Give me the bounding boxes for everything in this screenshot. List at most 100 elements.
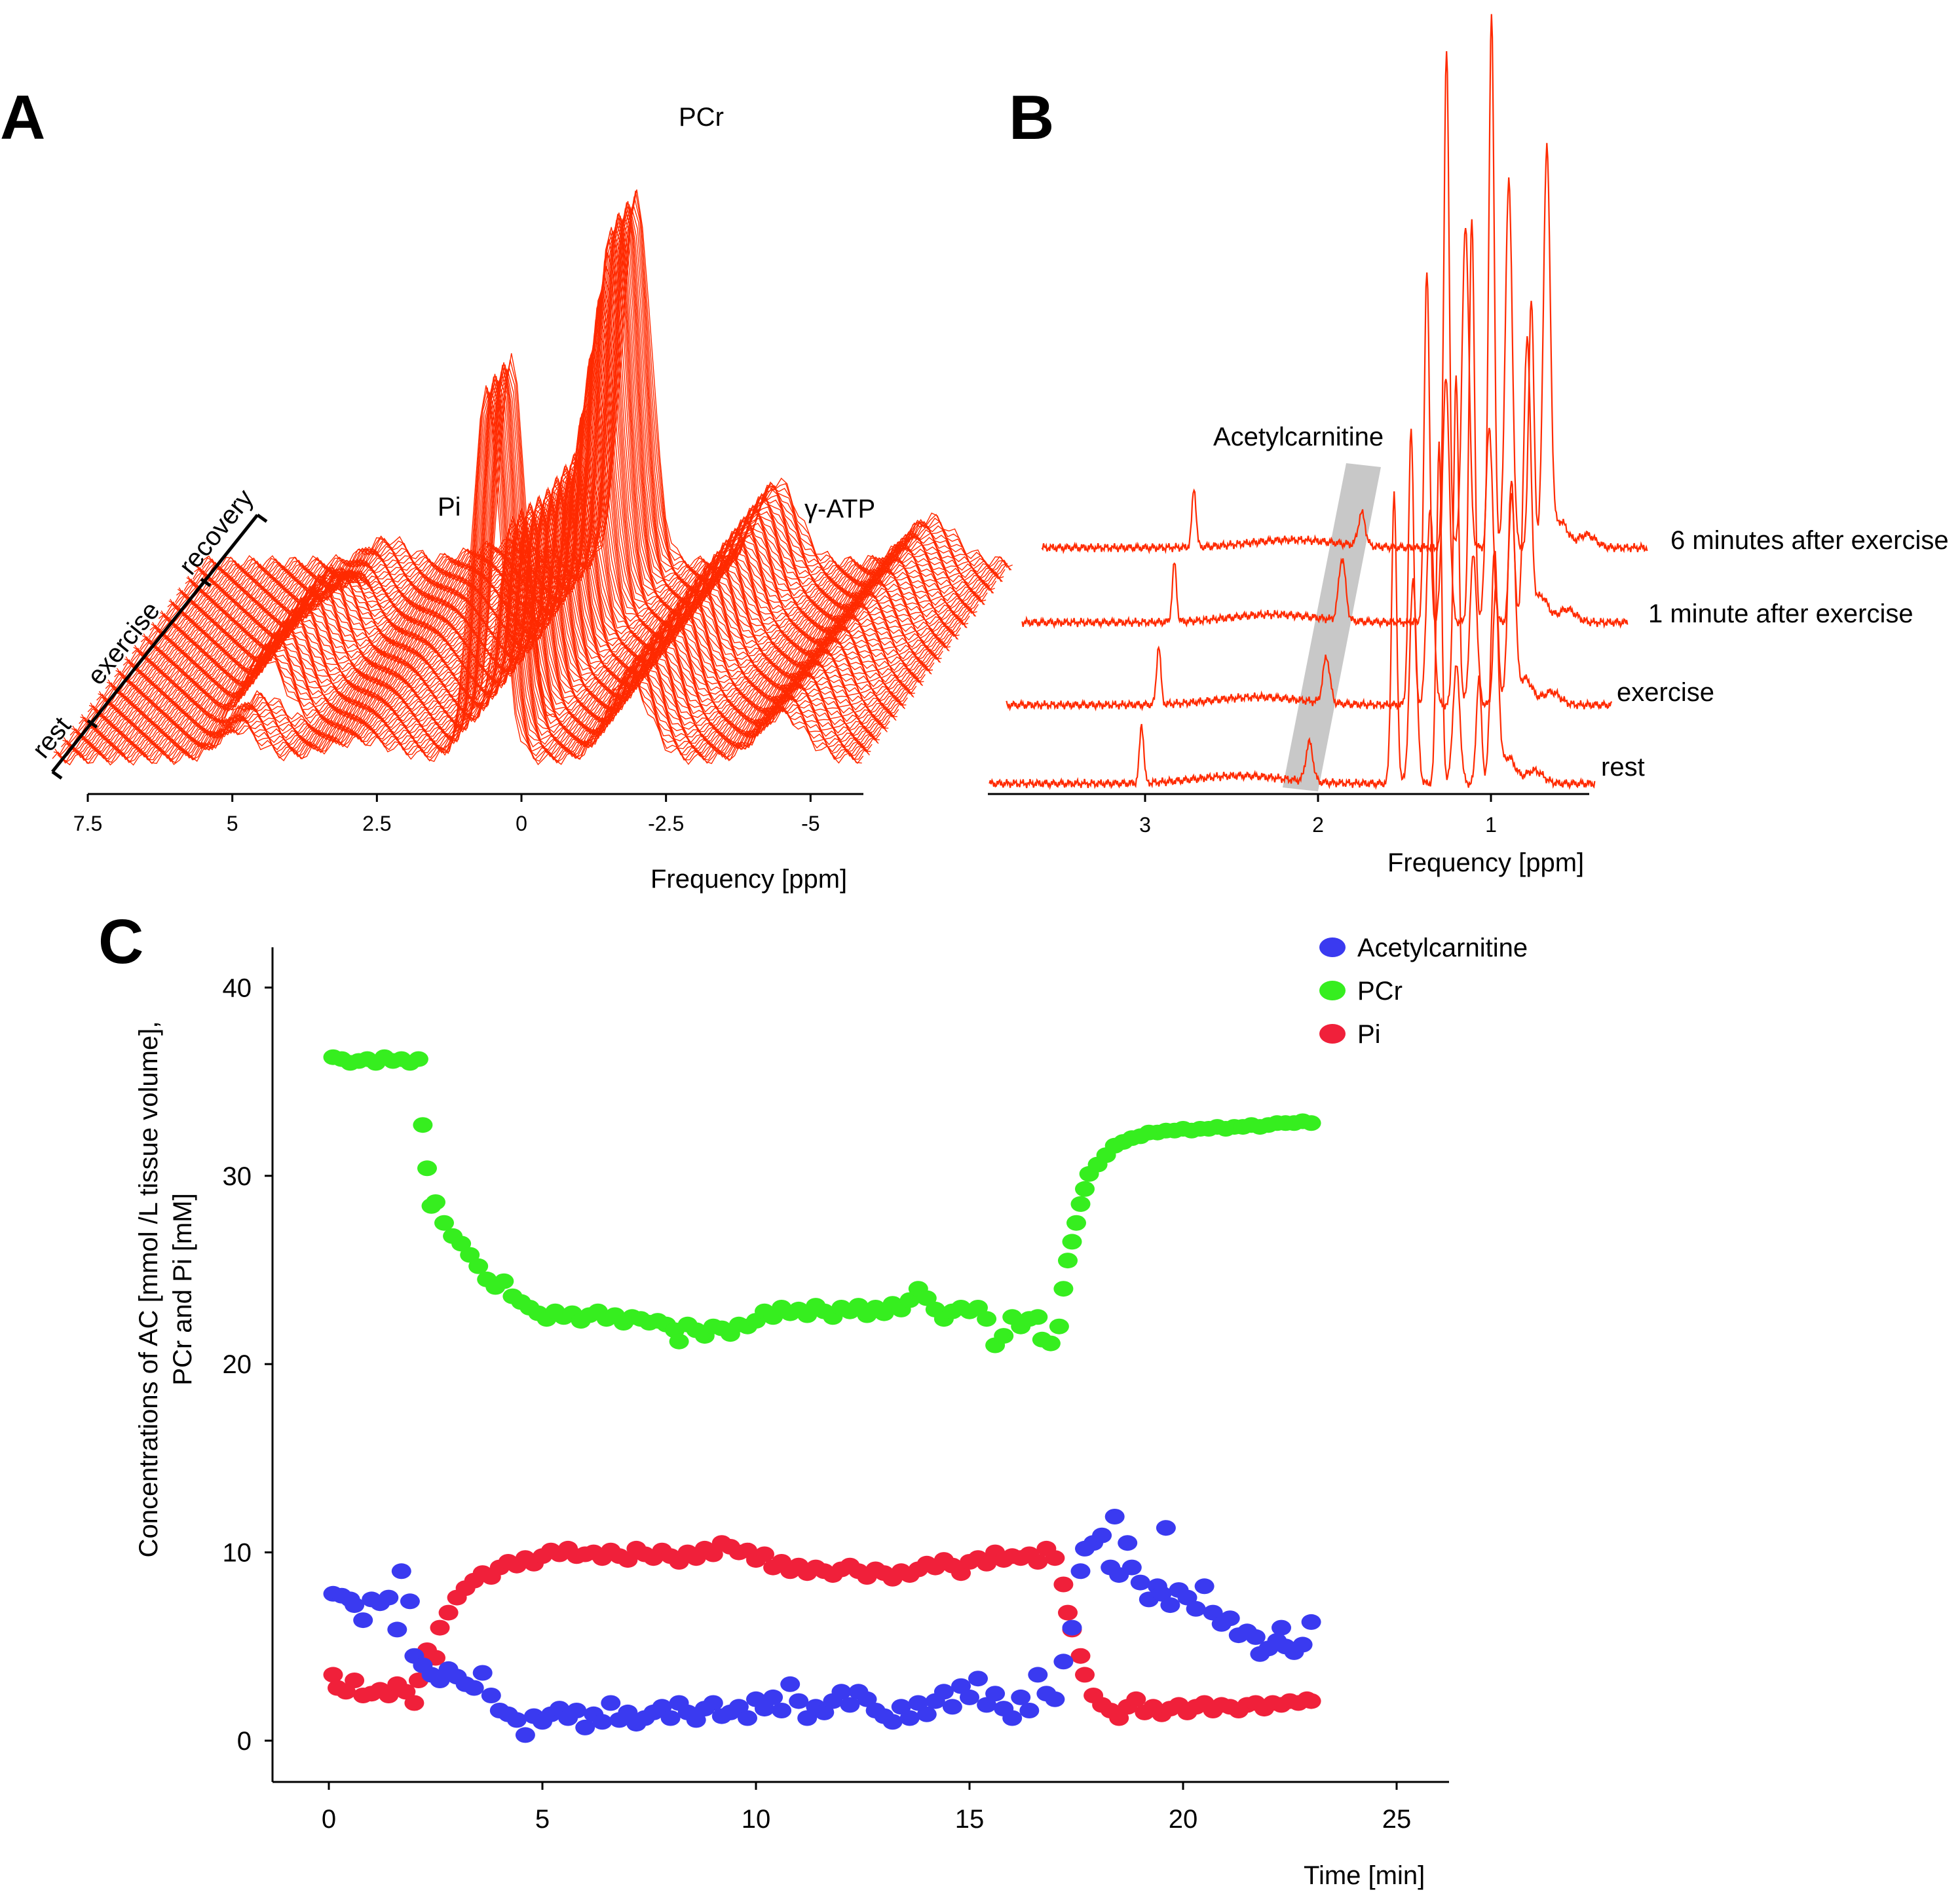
- panel-b-x-tick-label: 1: [1485, 813, 1497, 837]
- legend-label-pcr: PCr: [1357, 977, 1403, 1006]
- data-point-pcr: [1066, 1215, 1086, 1231]
- data-point-acetylcarnitine: [1118, 1535, 1137, 1551]
- data-point-acetylcarnitine: [1053, 1654, 1073, 1669]
- legend-marker-pi: [1319, 1024, 1346, 1044]
- data-point-acetylcarnitine: [789, 1693, 808, 1709]
- data-point-pi: [1302, 1693, 1321, 1709]
- data-point-acetylcarnitine: [968, 1671, 988, 1686]
- data-point-acetylcarnitine: [1293, 1637, 1313, 1652]
- data-point-acetylcarnitine: [1105, 1509, 1125, 1524]
- data-point-acetylcarnitine: [392, 1563, 411, 1579]
- data-point-acetylcarnitine: [780, 1676, 800, 1692]
- panel-a-waterfall: [52, 189, 1013, 765]
- data-point-pi: [1045, 1550, 1065, 1566]
- panel-c-y-axis-label-line2: PCr and Pi [mM]: [168, 1193, 197, 1385]
- panel-c-points: [324, 1050, 1321, 1743]
- data-point-acetylcarnitine: [661, 1711, 681, 1726]
- data-point-pcr: [1058, 1253, 1078, 1268]
- panel-c-y-tick-label: 40: [223, 974, 252, 1002]
- data-point-pcr: [1053, 1281, 1073, 1296]
- data-point-acetylcarnitine: [1028, 1667, 1047, 1682]
- panel-a-time-axis-tick: [52, 772, 62, 778]
- data-point-pi: [324, 1667, 343, 1682]
- data-point-pcr: [417, 1160, 437, 1176]
- panel-b-x-tick-label: 2: [1312, 813, 1324, 837]
- panel-a-time-axis-tick: [257, 515, 267, 521]
- panel-b-acetylcarnitine-band: [1283, 463, 1381, 791]
- panel-b-series-label: 1 minute after exercise: [1648, 599, 1913, 628]
- data-point-acetylcarnitine: [481, 1688, 501, 1703]
- data-point-acetylcarnitine: [516, 1727, 535, 1743]
- data-point-acetylcarnitine: [1272, 1620, 1291, 1636]
- data-point-acetylcarnitine: [1220, 1610, 1240, 1626]
- data-point-acetylcarnitine: [379, 1590, 398, 1606]
- data-point-pcr: [1063, 1234, 1082, 1249]
- panel-a-x-tick-label: 7.5: [73, 812, 102, 835]
- panel-a-x-tick-label: 0: [516, 812, 527, 835]
- data-point-pi: [1053, 1577, 1073, 1593]
- data-point-pcr: [494, 1274, 514, 1289]
- data-point-acetylcarnitine: [1092, 1528, 1112, 1543]
- panel-b-x-ticks: 3 2 1: [1139, 794, 1497, 837]
- panel-a-spectrum-line: [58, 390, 867, 759]
- data-point-acetylcarnitine: [1045, 1692, 1065, 1707]
- panel-c-x-tick-label: 25: [1382, 1805, 1412, 1834]
- panel-c-x-tick-label: 15: [955, 1805, 985, 1834]
- panel-c-x-tick-label: 0: [322, 1805, 336, 1834]
- panel-b-series-label: rest: [1601, 753, 1645, 782]
- panel-b-spectrum-6-minutes-after-exercise: [1042, 14, 1647, 552]
- panel-c-y-tick-label: 0: [237, 1727, 252, 1756]
- data-point-pcr: [977, 1311, 996, 1327]
- panel-a-label: A: [0, 83, 45, 153]
- panel-c-x-ticks: 0 5 10 15 20 25: [322, 1782, 1411, 1834]
- panel-b-acetylcarnitine-label: Acetylcarnitine: [1213, 423, 1384, 451]
- data-point-acetylcarnitine: [1195, 1578, 1215, 1594]
- legend-label-acetylcarnitine: Acetylcarnitine: [1357, 934, 1528, 962]
- panel-b: B Acetylcarnitine 6 minutes after exerci…: [988, 14, 1949, 878]
- data-point-acetylcarnitine: [592, 1714, 612, 1730]
- panel-a-x-axis-label: Frequency [ppm]: [650, 865, 847, 894]
- panel-a-x-tick-label: -5: [801, 812, 820, 835]
- panel-b-x-tick-label: 3: [1139, 813, 1151, 837]
- data-point-acetylcarnitine: [934, 1684, 954, 1699]
- panel-a-x-tick-label: -2.5: [648, 812, 684, 835]
- data-point-acetylcarnitine: [772, 1703, 791, 1718]
- panel-b-series-label: 6 minutes after exercise: [1670, 526, 1949, 555]
- data-point-acetylcarnitine: [1131, 1575, 1150, 1591]
- data-point-acetylcarnitine: [400, 1593, 420, 1609]
- panel-a-peak-label-gamma-atp: γ-ATP: [804, 495, 875, 523]
- panel-b-label: B: [1009, 83, 1054, 153]
- data-point-pcr: [413, 1117, 432, 1133]
- data-point-pcr: [1041, 1336, 1061, 1352]
- data-point-acetylcarnitine: [883, 1714, 903, 1730]
- data-point-acetylcarnitine: [1071, 1563, 1091, 1579]
- data-point-pi: [1058, 1605, 1078, 1621]
- data-point-pcr: [1028, 1309, 1047, 1325]
- data-point-pcr: [1075, 1181, 1095, 1197]
- data-point-acetylcarnitine: [353, 1612, 373, 1628]
- data-point-pi: [1071, 1648, 1091, 1664]
- data-point-acetylcarnitine: [1019, 1703, 1039, 1718]
- panel-c-x-tick-label: 5: [535, 1805, 550, 1834]
- data-point-acetylcarnitine: [1186, 1601, 1206, 1617]
- data-point-acetylcarnitine: [1063, 1620, 1082, 1636]
- panel-a-x-tick-label: 2.5: [362, 812, 391, 835]
- panel-a-x-tick-label: 5: [227, 812, 238, 835]
- data-point-acetylcarnitine: [601, 1695, 620, 1711]
- panel-a-peak-label-pcr: PCr: [679, 103, 724, 132]
- panel-a-peak-label-pi: Pi: [438, 493, 461, 521]
- data-point-acetylcarnitine: [567, 1703, 586, 1718]
- panel-a-time-label-rest: rest: [27, 711, 77, 764]
- panel-a: A rest exercise recovery Pi PCr γ-ATP 7.…: [0, 83, 1013, 894]
- data-point-acetylcarnitine: [387, 1621, 407, 1637]
- panel-b-x-axis-label: Frequency [ppm]: [1387, 848, 1584, 877]
- data-point-pcr: [1302, 1115, 1321, 1131]
- panel-c-y-ticks: 0 10 20 30 40: [223, 974, 273, 1756]
- data-point-acetylcarnitine: [1002, 1711, 1022, 1726]
- panel-c-y-tick-label: 30: [223, 1162, 252, 1191]
- data-point-acetylcarnitine: [985, 1686, 1005, 1701]
- data-point-acetylcarnitine: [1122, 1560, 1142, 1576]
- panel-c-legend: Acetylcarnitine PCr Pi: [1319, 934, 1528, 1049]
- data-point-acetylcarnitine: [1156, 1520, 1176, 1536]
- panel-c-x-tick-label: 20: [1169, 1805, 1198, 1834]
